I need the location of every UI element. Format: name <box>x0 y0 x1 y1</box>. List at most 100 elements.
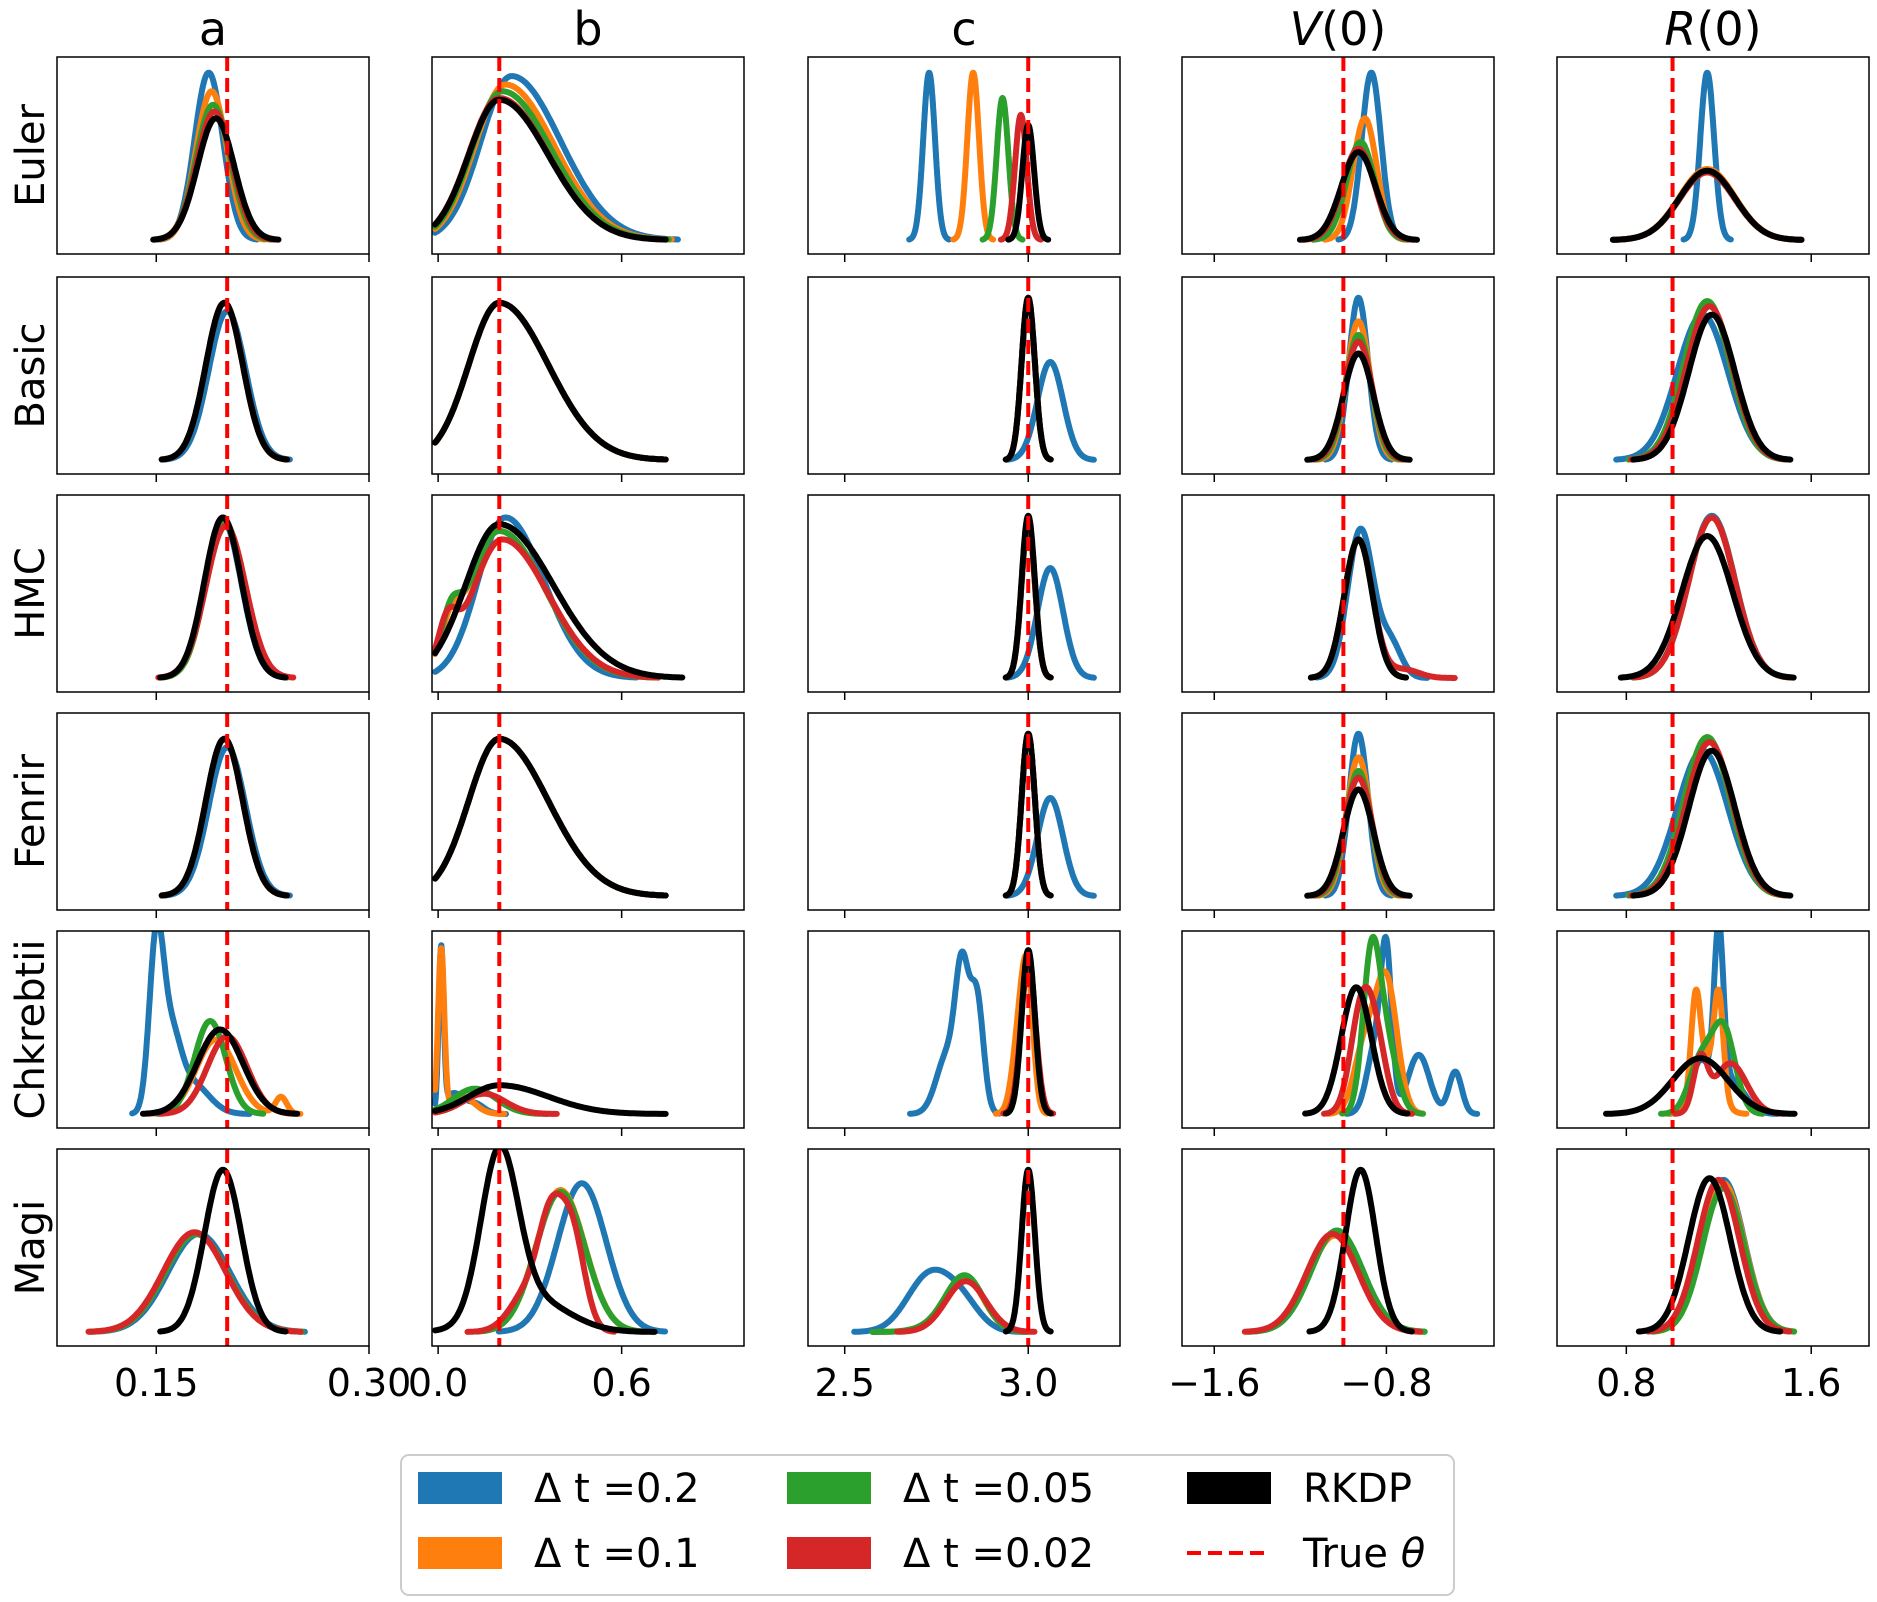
axes-frame <box>807 276 1121 475</box>
panel-euler-r0 <box>1556 56 1870 262</box>
panels-layer: 0.15 0.300.0 0.6 2.5 3.0 −1.6 −0.8 0.8 1.6 <box>56 56 1870 1405</box>
curves <box>432 735 669 899</box>
density-t-0-05 <box>1339 933 1426 1117</box>
panel-basic-v0 <box>1181 276 1495 482</box>
curves <box>1635 1175 1798 1335</box>
density-t-0-2 <box>1343 933 1481 1117</box>
density-rkdp <box>432 1082 669 1117</box>
legend-entry-rkdp: RKDP <box>1187 1466 1412 1512</box>
density-rkdp <box>1307 536 1409 681</box>
density-rkdp <box>1304 350 1413 463</box>
panel-fenrir-b <box>431 712 745 918</box>
panel-euler-a <box>56 56 370 262</box>
curves <box>1002 730 1097 899</box>
density-rkdp <box>1002 947 1054 1117</box>
x-tick-label: 0.30 <box>327 1361 412 1405</box>
axes-frame <box>431 276 745 475</box>
density-t-0-1 <box>1307 536 1409 681</box>
density-t-0-05 <box>154 1018 267 1117</box>
axes-frame <box>1181 494 1495 693</box>
panel-hmc-v0 <box>1181 494 1495 700</box>
row-label-fenrir: Fenrir <box>8 754 54 869</box>
density-rkdp <box>1002 730 1054 899</box>
panel-hmc-a <box>56 494 370 700</box>
curves <box>1603 931 1798 1117</box>
legend-swatch <box>418 1537 502 1569</box>
density-t-0-02 <box>1307 774 1409 899</box>
density-t-0-02 <box>158 299 290 463</box>
panel-chkrebtii-c <box>807 930 1121 1136</box>
panel-magi-a: 0.15 0.30 <box>56 1148 412 1405</box>
density-t-0-2 <box>495 1180 669 1335</box>
density-t-0-1 <box>158 299 290 463</box>
density-rkdp <box>1630 747 1794 899</box>
axes-frame <box>807 1148 1121 1347</box>
density-t-0-02 <box>1241 1231 1424 1335</box>
legend-entry-t-0-05: Δ t =0.05 <box>787 1466 1094 1512</box>
density-t-0-02 <box>432 299 669 463</box>
titles-layer: a b c V(0) R(0) Euler Basic HMC Fenrir Chkrebtii M… <box>8 2 1762 1295</box>
curves <box>1609 69 1805 243</box>
panel-fenrir-a <box>56 712 370 918</box>
density-rkdp <box>1302 984 1411 1117</box>
x-tick-label: 0.15 <box>114 1361 199 1405</box>
legend: Δ t =0.2 Δ t =0.1 Δ t =0.05 Δ t =0.02 RKDP Tr… <box>400 1454 1455 1596</box>
curves <box>432 1149 669 1335</box>
row-label-basic: Basic <box>8 323 54 429</box>
axes-frame <box>56 930 370 1129</box>
curves <box>432 73 681 243</box>
density-rkdp <box>432 521 686 681</box>
panel-chkrebtii-r0 <box>1556 930 1870 1136</box>
panel-euler-c <box>807 56 1121 262</box>
density-t-0-02 <box>151 108 278 243</box>
curves <box>1296 69 1420 243</box>
density-t-0-02 <box>997 111 1044 243</box>
density-t-0-02 <box>1321 983 1416 1117</box>
density-rkdp <box>1603 1055 1798 1117</box>
panel-chkrebtii-v0 <box>1181 930 1495 1136</box>
panel-fenrir-v0 <box>1181 712 1495 918</box>
axes-frame <box>1181 276 1495 475</box>
density-t-0-02 <box>1609 169 1805 243</box>
curves <box>432 942 669 1117</box>
panel-chkrebtii-b <box>431 930 745 1136</box>
density-t-0-05 <box>432 299 669 463</box>
density-t-0-2 <box>907 948 1003 1117</box>
density-t-0-2 <box>851 1266 1028 1335</box>
density-t-0-2 <box>1322 294 1395 463</box>
density-t-0-2 <box>1003 565 1097 681</box>
axes-frame <box>1556 56 1870 255</box>
curves <box>851 1166 1054 1335</box>
axes-frame <box>1556 712 1870 911</box>
axes-frame <box>1181 712 1495 911</box>
panel-euler-b <box>431 56 745 262</box>
curves <box>158 299 293 463</box>
axes-frame <box>56 1148 370 1347</box>
legend-label: RKDP <box>1303 1466 1412 1512</box>
legend-label: Δ t =0.02 <box>903 1531 1094 1577</box>
legend-entry-t-0-1: Δ t =0.1 <box>418 1531 700 1577</box>
density-t-0-1 <box>432 299 669 463</box>
density-t-0-1 <box>1609 166 1805 243</box>
legend-entry-t-0-2: Δ t =0.2 <box>418 1466 700 1512</box>
axes-frame <box>807 494 1121 693</box>
density-t-0-05 <box>158 517 290 681</box>
panel-basic-a <box>56 276 370 482</box>
column-title-a: a <box>199 2 227 56</box>
legend-label: Δ t =0.1 <box>534 1531 700 1577</box>
axes-frame <box>1556 494 1870 693</box>
column-title-b: b <box>573 2 602 56</box>
density-t-0-05 <box>158 735 290 899</box>
curves <box>906 69 1052 243</box>
x-tick-label: −1.6 <box>1168 1361 1260 1405</box>
density-t-0-1 <box>950 69 997 243</box>
density-rkdp <box>158 299 290 463</box>
curves <box>1304 294 1413 463</box>
curves <box>1002 294 1097 463</box>
density-t-0-2 <box>906 69 953 243</box>
curves <box>432 514 686 681</box>
density-rkdp <box>1002 294 1054 463</box>
density-t-0-2 <box>1680 69 1734 243</box>
axes-frame <box>1181 56 1495 255</box>
